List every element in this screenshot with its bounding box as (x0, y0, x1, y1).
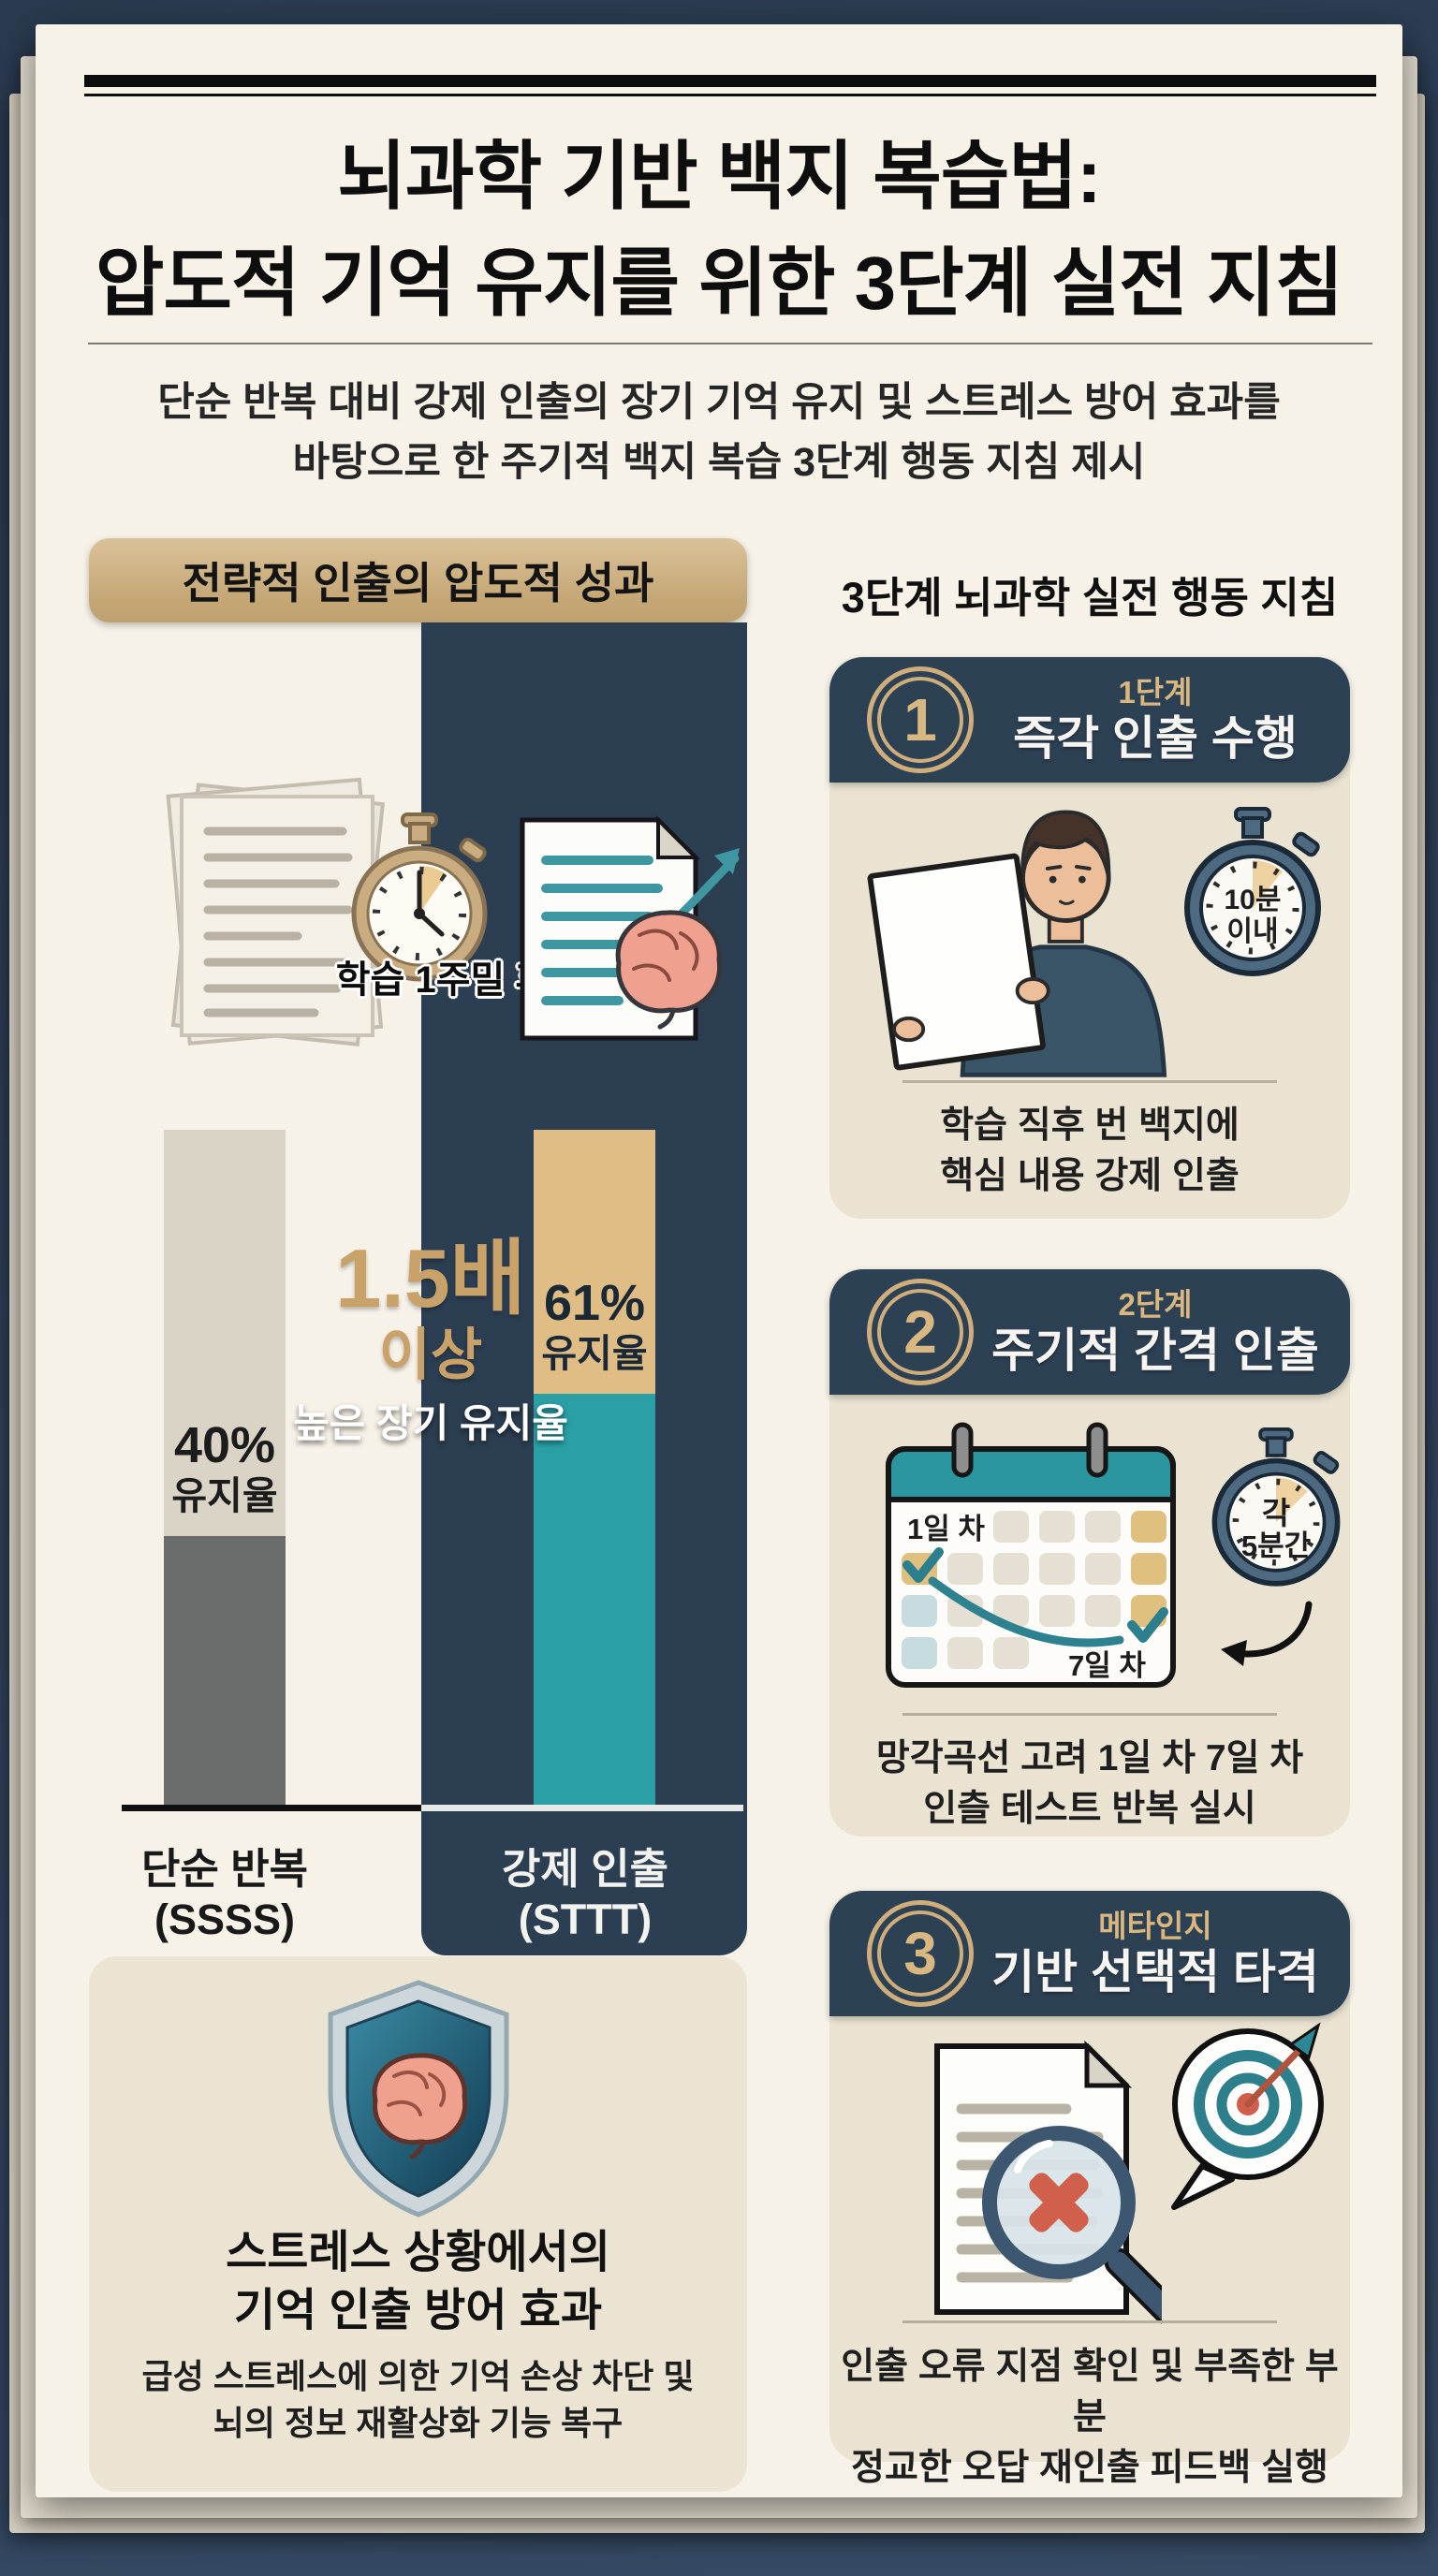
top-rule-thin (84, 94, 1376, 96)
step-card-2: 2 2단계 주기적 간격 인출 (829, 1269, 1350, 1837)
highlight-suffix: 이상 (378, 1324, 483, 1386)
error-x-icon (1029, 2173, 1089, 2232)
step-3-tag: 메타인지 (1098, 1909, 1212, 1943)
shield-brain-icon (315, 1977, 521, 2225)
step-2-number-badge: 2 (867, 1279, 974, 1385)
timer-badge-text: 이내 (1226, 916, 1279, 947)
step-card-3: 3 메타인지 기반 선택적 타격 (829, 1891, 1350, 2488)
step-2-title: 주기적 간격 인출 (991, 1325, 1319, 1377)
step-1-number-badge: 1 (867, 666, 974, 773)
bar-top-segment: 61% 유지율 (534, 1130, 655, 1394)
step-1-tag: 1단계 (1118, 675, 1193, 710)
calendar-day1-label: 1일 차 (907, 1513, 985, 1545)
timer-badge-text: 10분 (1224, 885, 1282, 915)
page-title-line1: 뇌과학 기반 백지 복습법: (337, 135, 1101, 218)
top-rule-thick (84, 75, 1376, 87)
step-1-divider (902, 1080, 1277, 1083)
step-2-band: 2 2단계 주기적 간격 인출 (829, 1269, 1350, 1395)
documents-stack-icon (166, 777, 386, 1046)
bar-fill (164, 1536, 286, 1807)
step-1-title: 즉각 인출 수행 (1013, 712, 1298, 765)
highlight-caption: 높은 장기 유지율 (293, 1401, 568, 1445)
x-axis-left (122, 1805, 421, 1811)
step-2-tag: 2단계 (1118, 1287, 1193, 1322)
calendar-day7-label: 7일 차 (1068, 1649, 1146, 1682)
poster-page: 뇌과학 기반 백지 복습법: 압도적 기억 유지를 위한 3단계 실전 지침 단… (36, 24, 1402, 2497)
timer-badge-text: 각 (1261, 1496, 1291, 1530)
title-divider (88, 343, 1372, 344)
target-bubble-icon (1171, 2022, 1324, 2210)
curved-arrow-icon (1221, 1601, 1313, 1666)
page-title: 뇌과학 기반 백지 복습법: 압도적 기억 유지를 위한 3단계 실전 지침 (36, 124, 1402, 337)
bar-unit-label: 유지율 (171, 1474, 278, 1517)
step-3-caption: 인출 오류 지점 확인 및 부족한 부분 정교한 오답 재인출 피드백 실행 (841, 2347, 1339, 2488)
chart-highlight: 1.5배 이상 높은 장기 유지율 (248, 1237, 613, 1447)
page-subtitle: 단순 반복 대비 강제 인출의 장기 기억 유지 및 스트레스 방어 효과를 바… (36, 373, 1402, 492)
step-1-caption: 학습 직후 번 백지에 핵심 내용 강제 인출 (940, 1105, 1240, 1196)
stress-card: 스트레스 상황에서의 기억 인출 방어 효과 급성 스트레스에 의한 기억 손상… (89, 1956, 747, 2492)
highlight-factor: 1.5배 (335, 1232, 526, 1325)
page-subtitle-line2: 바탕으로 한 주기적 백지 복습 3단계 행동 지침 제시 (292, 440, 1146, 485)
step-3-band: 3 메타인지 기반 선택적 타격 (829, 1891, 1350, 2016)
bar-value-label: 40% (173, 1417, 276, 1473)
timer-badge-text: 5분간 (1240, 1530, 1312, 1562)
calendar-illustration: 1일 차 7일 차 (886, 1422, 1176, 1688)
error-check-magnifier-icon (934, 2040, 1162, 2325)
stopwatch-icon-week (351, 812, 488, 982)
document-brain-icon (520, 815, 740, 1041)
step-1-band: 1 1단계 즉각 인출 수행 (829, 657, 1350, 783)
step-3-divider (902, 2320, 1277, 2323)
bar-top-segment: 40% 유지율 (164, 1130, 286, 1536)
x-axis-right (421, 1805, 743, 1811)
category-label-sttt: 강제 인출 (STTT) (501, 1845, 669, 1943)
step-2-divider (902, 1713, 1277, 1716)
page-title-line2: 압도적 기억 유지를 위한 3단계 실전 지침 (95, 242, 1343, 325)
step-3-number-badge: 3 (867, 1900, 974, 2007)
stress-card-body: 급성 스트레스에 의한 기억 손상 차단 및 뇌의 정보 재활상화 기능 복구 (141, 2357, 695, 2442)
brain-icon (615, 910, 723, 1030)
page-subtitle-line1: 단순 반복 대비 강제 인출의 장기 기억 유지 및 스트레스 방어 효과를 (157, 380, 1281, 425)
step-card-1: 1 1단계 즉각 인출 수행 (829, 657, 1350, 1219)
bar-value-label: 61% (543, 1275, 646, 1331)
timer-badge-5min: 각 5분간 (1206, 1427, 1346, 1595)
steps-section-header: 3단계 뇌과학 실전 행동 지침 (841, 574, 1339, 622)
category-label-ssss: 단순 반복 (SSSS) (140, 1845, 309, 1943)
learning-gap-label: 학습 1주밀 후 (335, 959, 550, 1001)
bar-forced-retrieval: 61% 유지율 (534, 1130, 655, 1807)
bar-simple-repetition: 40% 유지율 (164, 1130, 286, 1807)
person-writing-illustration (867, 810, 1167, 1077)
chart-section-header: 전략적 인출의 압도적 성과 (89, 538, 747, 622)
bar-unit-label: 유지율 (541, 1332, 648, 1375)
bar-fill (534, 1394, 655, 1807)
step-3-title: 기반 선택적 타격 (991, 1946, 1319, 1998)
step-2-caption: 망각곡선 고려 1일 차 7일 차 인츨 테스트 반복 실시 (875, 1738, 1304, 1829)
timer-badge-10min: 10분 이내 (1178, 807, 1328, 985)
stress-card-heading: 스트레스 상황에서의 기억 인출 방어 효과 (226, 2228, 610, 2335)
